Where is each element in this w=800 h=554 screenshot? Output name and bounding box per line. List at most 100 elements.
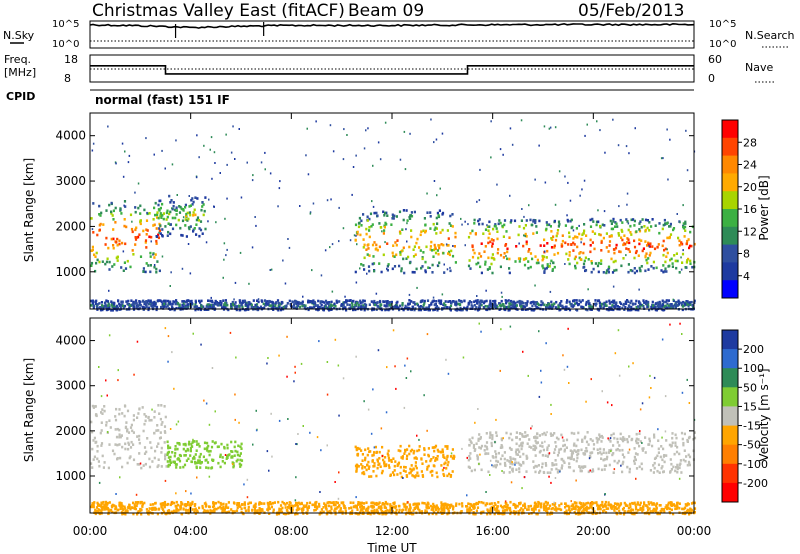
power-cell: [92, 142, 95, 145]
power-cell: [171, 227, 175, 231]
power-cell: [424, 269, 427, 272]
power-cell: [437, 299, 440, 302]
velocity-cell: [279, 510, 282, 514]
velocity-cell: [367, 505, 370, 509]
velocity-cell: [442, 453, 445, 457]
velocity-cell: [314, 508, 317, 512]
power-cell: [254, 216, 256, 218]
power-cell: [576, 245, 579, 249]
velocity-cell: [349, 511, 352, 514]
velocity-cell: [516, 453, 519, 456]
velocity-cell: [176, 447, 179, 451]
velocity-cell: [217, 461, 220, 465]
velocity-cell: [376, 508, 379, 512]
velocity-cell: [503, 510, 506, 514]
power-cell: [105, 260, 109, 264]
power-cell: [90, 299, 93, 303]
power-cell: [529, 265, 532, 269]
power-cell: [184, 206, 187, 209]
power-cell: [429, 211, 432, 214]
power-cell: [165, 305, 168, 309]
velocity-cell: [575, 504, 578, 508]
power-cell: [580, 305, 583, 309]
velocity-cell: [355, 505, 358, 508]
power-cell: [532, 232, 535, 235]
velocity-cell: [640, 462, 643, 466]
power-cell: [154, 304, 157, 307]
velocity-cell: [381, 469, 384, 473]
power-cell: [482, 232, 485, 235]
velocity-cell: [508, 471, 511, 474]
velocity-cell: [191, 445, 194, 448]
velocity-cell: [170, 502, 173, 505]
velocity-cell: [634, 503, 637, 507]
power-cell: [198, 227, 201, 230]
power-cell: [118, 302, 121, 306]
velocity-cell: [554, 459, 557, 462]
power-cell: [674, 303, 677, 307]
velocity-cell: [446, 474, 449, 478]
power-cell: [484, 260, 487, 264]
power-cell: [398, 308, 401, 312]
power-cell: [231, 303, 234, 307]
power-cell: [623, 234, 626, 237]
velocity-cell: [471, 436, 474, 440]
power-cell: [234, 281, 237, 284]
power-cell: [675, 252, 678, 255]
power-cell: [188, 205, 191, 208]
velocity-cell: [631, 437, 634, 441]
power-cell: [683, 235, 686, 238]
power-cell: [436, 249, 439, 252]
power-cell: [443, 302, 446, 305]
velocity-cell: [268, 512, 271, 515]
velocity-cell: [401, 457, 404, 460]
velocity-cell: [601, 500, 604, 504]
power-cbar-tick-label: 28: [743, 136, 757, 149]
power-cell: [621, 238, 624, 242]
velocity-cell: [320, 508, 323, 511]
power-cell: [225, 254, 227, 257]
power-cell: [93, 304, 96, 308]
velocity-cell: [676, 445, 679, 449]
power-cell: [422, 251, 425, 254]
freq-tick-bottom: 8: [64, 72, 71, 85]
power-cell: [145, 300, 148, 303]
velocity-cell: [509, 510, 513, 514]
power-cell: [276, 299, 280, 302]
velocity-cell: [191, 508, 194, 511]
power-cell: [277, 205, 279, 208]
velocity-cell: [296, 504, 299, 508]
velocity-cell: [249, 501, 252, 505]
power-cell: [201, 232, 204, 235]
power-cell: [196, 216, 200, 219]
velocity-cell: [190, 443, 193, 446]
power-cell: [483, 300, 486, 303]
velocity-cell: [596, 503, 599, 507]
power-cell: [252, 299, 255, 302]
power-cell: [301, 304, 304, 308]
power-cell: [674, 305, 677, 309]
power-cell: [179, 205, 182, 209]
velocity-cell: [175, 466, 178, 469]
power-cell: [471, 255, 475, 259]
power-cell: [326, 301, 329, 304]
velocity-cell: [367, 507, 370, 510]
velocity-cell: [590, 504, 593, 508]
velocity-cell: [116, 427, 119, 431]
power-cell: [599, 224, 602, 228]
velocity-cell: [366, 453, 369, 457]
velocity-cell: [623, 501, 626, 505]
power-cell: [116, 243, 119, 247]
velocity-cell: [328, 509, 331, 513]
velocity-cell: [372, 501, 375, 505]
velocity-cell: [506, 504, 509, 507]
velocity-cell: [144, 419, 147, 423]
power-cell: [592, 220, 595, 223]
power-cell: [476, 200, 478, 203]
velocity-cell: [509, 462, 512, 465]
velocity-cell: [509, 432, 512, 436]
velocity-cell: [521, 433, 524, 436]
velocity-cell: [118, 501, 121, 505]
power-cell: [520, 119, 523, 122]
velocity-cell: [551, 507, 554, 510]
